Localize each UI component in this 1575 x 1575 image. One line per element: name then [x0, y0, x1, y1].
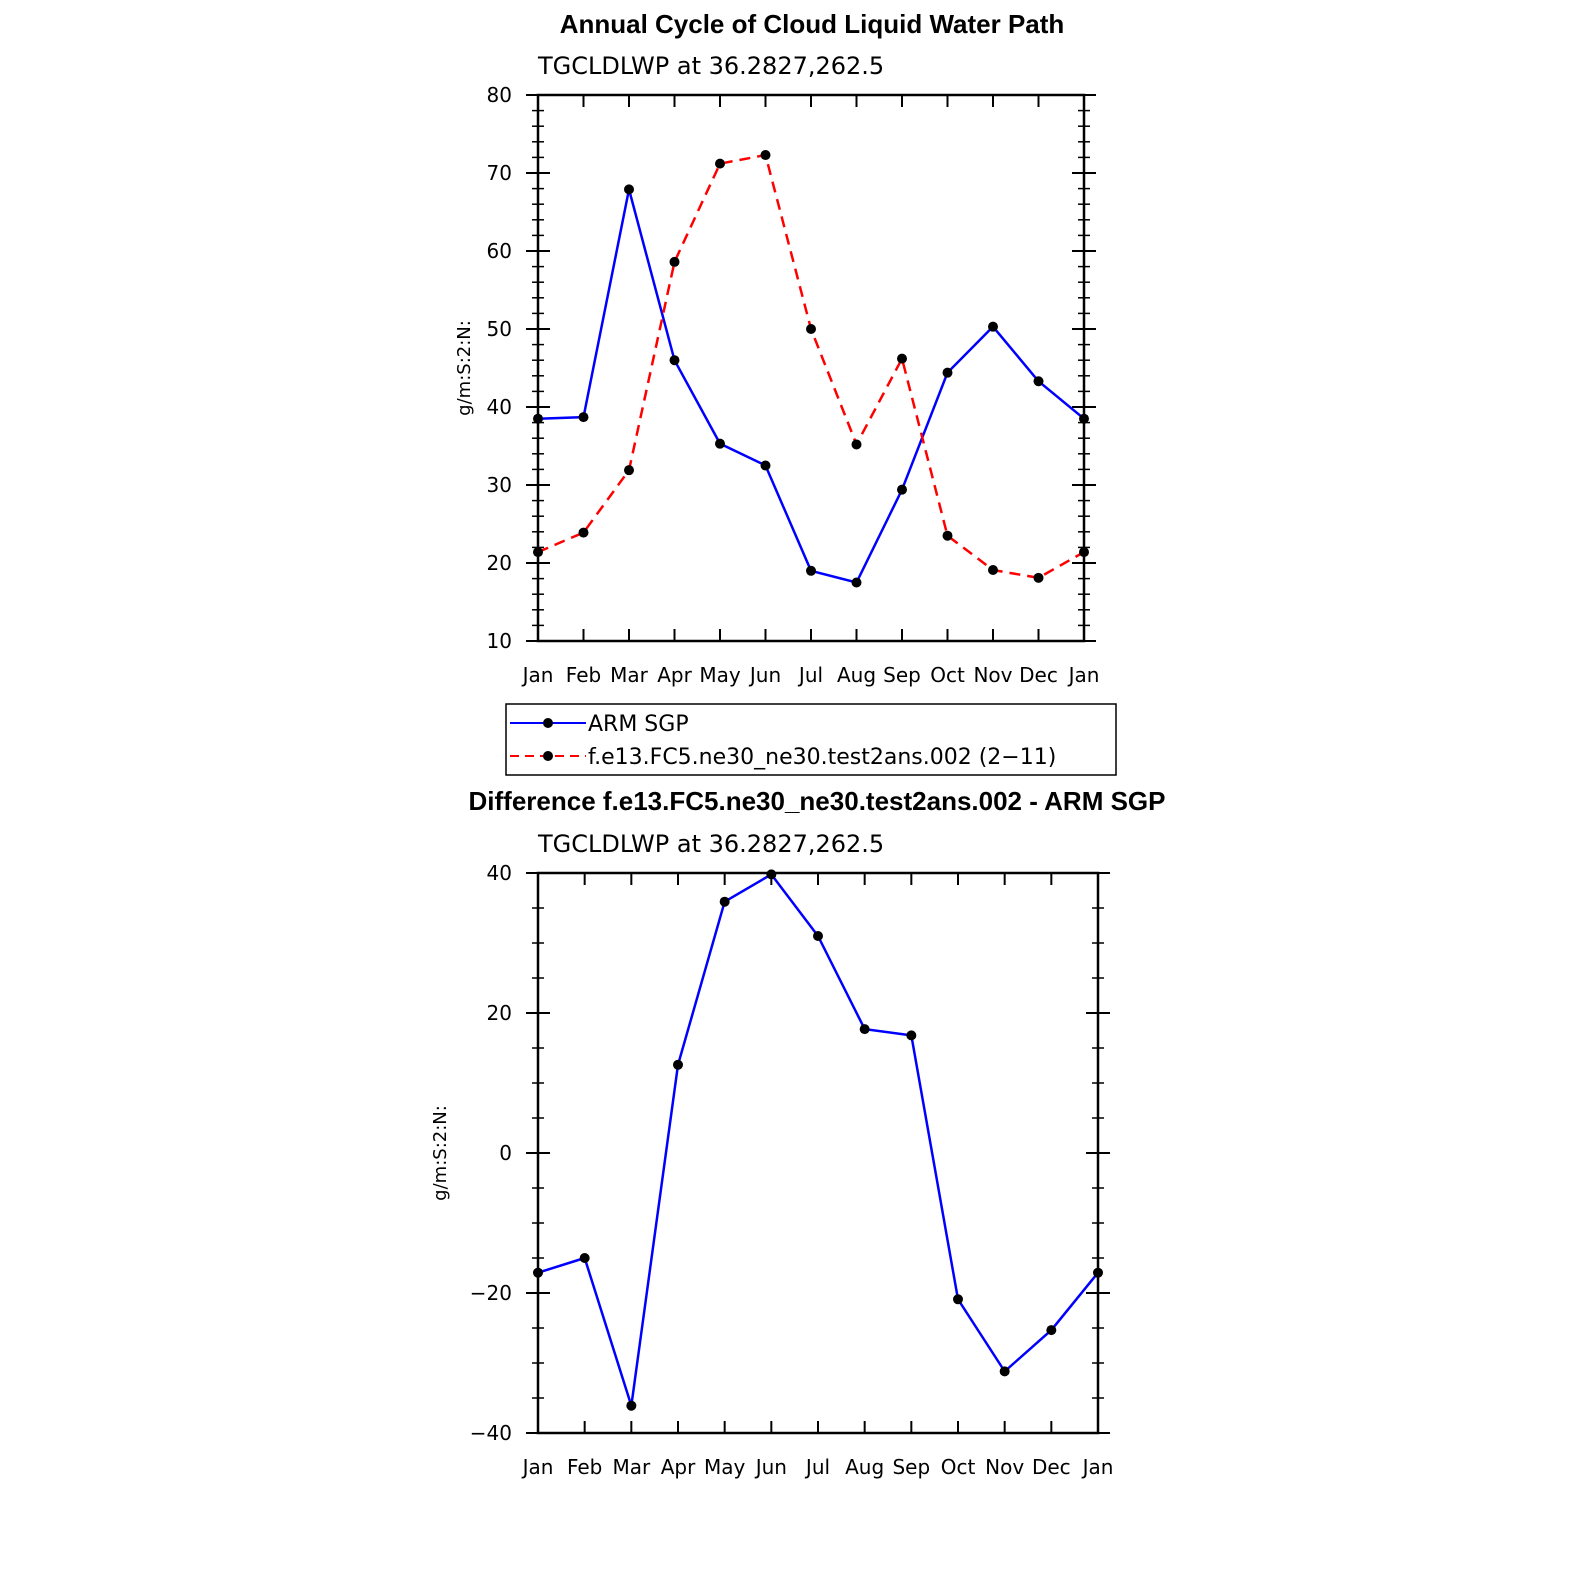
top-series-1-point [897, 353, 907, 364]
bottom-series-0-point [1046, 1325, 1057, 1336]
top-series-0-point [1079, 413, 1089, 424]
top-y-tick-label: 60 [487, 239, 512, 263]
legend: ARM SGP f.e13.FC5.ne30_ne30.test2ans.002… [505, 703, 1117, 776]
bottom-plot-area: Jan Feb Mar Apr May Jun Jul Aug Sep Oct Nov Dec Jan−… [470, 861, 1114, 1479]
top-plot-area: Jan Feb Mar Apr May Jun Jul Aug Sep Oct Nov Dec Jan 1… [487, 83, 1100, 687]
bottom-y-tick-label: −40 [470, 1421, 512, 1445]
legend-marker-arm-sgp [543, 718, 553, 728]
top-series-1-point [851, 439, 862, 450]
top-series-1-point [578, 527, 589, 538]
bottom-x-tick-label: Mar [612, 1455, 651, 1479]
top-series-0-point [533, 413, 543, 424]
bottom-x-tick-label: Sep [892, 1455, 930, 1479]
top-y-tick-label: 20 [487, 551, 512, 575]
bottom-series-line-0 [537, 872, 1099, 1407]
bottom-y-tick-label: 40 [487, 861, 512, 885]
top-x-tick-label: Apr [657, 663, 692, 687]
top-series-1-point [624, 465, 634, 476]
legend-label-arm-sgp: ARM SGP [588, 712, 689, 737]
bottom-series-0-point [579, 1253, 590, 1263]
top-series-1-point [533, 547, 543, 558]
bottom-x-tick-label: Jul [804, 1455, 830, 1479]
top-series-1-point [1079, 547, 1089, 558]
bottom-chart-subtitle: TGCLDLWP at 36.2827,262.5 [537, 830, 884, 858]
top-y-tick-label: 50 [487, 317, 512, 341]
top-x-tick-label: Sep [883, 663, 921, 687]
legend-box [505, 703, 1117, 776]
top-x-tick-label: Dec [1019, 663, 1058, 687]
bottom-x-tick-label: Jun [754, 1455, 787, 1479]
top-x-tick-label: Jan [521, 663, 554, 687]
top-series-1-point [942, 530, 953, 541]
top-chart-subtitle: TGCLDLWP at 36.2827,262.5 [537, 52, 884, 80]
top-series-0-point [806, 565, 816, 576]
top-x-tick-label: Nov [973, 663, 1012, 687]
bottom-y-axis-label: g/m:S:2:N: [430, 1105, 451, 1201]
top-y-tick-label: 30 [487, 473, 512, 497]
bottom-y-tick-label: 20 [487, 1001, 512, 1025]
bottom-x-tick-label: Apr [661, 1455, 696, 1479]
bottom-x-tick-label: Nov [985, 1455, 1024, 1479]
bottom-y-tick-label: −20 [470, 1281, 512, 1305]
top-plot-frame [536, 93, 1086, 643]
top-y-tick-label: 10 [487, 629, 512, 653]
top-series-0-point [669, 355, 680, 366]
top-series-line-0 [537, 189, 1085, 584]
top-series-1-point [988, 565, 998, 576]
top-x-tick-label: Jul [797, 663, 823, 687]
bottom-x-tick-label: Jan [1081, 1455, 1114, 1479]
top-y-axis-label: g/m:S:2:N: [454, 320, 475, 416]
top-series-0-point [851, 577, 862, 588]
top-series-0-point [624, 184, 634, 195]
top-x-tick-label: Oct [930, 663, 965, 687]
top-series-1-point [760, 150, 771, 161]
top-x-tick-label: Jun [748, 663, 781, 687]
top-chart-title: Annual Cycle of Cloud Liquid Water Path [560, 9, 1065, 39]
top-series-1-point [806, 324, 816, 334]
top-y-tick-label: 40 [487, 395, 512, 419]
top-series-1-point [1033, 572, 1044, 583]
legend-label-model: f.e13.FC5.ne30_ne30.test2ans.002 (2−11) [588, 745, 1056, 770]
top-series-0-point [715, 438, 725, 449]
bottom-series-0-point [999, 1366, 1010, 1377]
top-series-1-point [715, 158, 725, 169]
top-x-tick-label: Jan [1067, 663, 1100, 687]
top-series-0-point [1033, 376, 1044, 387]
bottom-plot-frame [536, 871, 1100, 1435]
bottom-series-0-point [813, 931, 823, 941]
top-y-tick-label: 70 [487, 161, 512, 185]
top-series-1-point [669, 256, 680, 267]
top-series-0-point [897, 484, 907, 495]
top-x-tick-label: Feb [566, 663, 601, 687]
top-x-tick-label: May [699, 663, 741, 687]
legend-marker-model [543, 751, 553, 761]
bottom-series-0-point [673, 1059, 683, 1070]
bottom-y-tick-label: 0 [499, 1141, 512, 1165]
bottom-chart-title: Difference f.e13.FC5.ne30_ne30.test2ans.… [469, 786, 1166, 816]
top-x-tick-label: Mar [610, 663, 649, 687]
bottom-x-tick-label: Feb [567, 1455, 602, 1479]
top-series-line-1 [537, 153, 1085, 580]
bottom-series-0-point [533, 1267, 543, 1278]
bottom-series-0-point [766, 869, 777, 880]
bottom-series-0-point [1093, 1267, 1103, 1278]
bottom-x-tick-label: Aug [845, 1455, 884, 1479]
bottom-series-0-point [859, 1024, 870, 1035]
top-series-0-point [578, 412, 589, 423]
bottom-series-0-point [906, 1030, 917, 1041]
bottom-x-tick-label: Jan [521, 1455, 554, 1479]
bottom-x-tick-label: Oct [941, 1455, 976, 1479]
bottom-series-0-point [626, 1400, 637, 1411]
top-series-0-point [942, 367, 953, 378]
top-y-tick-label: 80 [487, 83, 512, 107]
bottom-series-0-point [953, 1294, 963, 1305]
top-series-0-point [760, 460, 771, 471]
bottom-series-0-point [719, 896, 730, 907]
bottom-x-tick-label: Dec [1032, 1455, 1071, 1479]
top-series-0-point [988, 321, 998, 332]
top-x-tick-label: Aug [837, 663, 876, 687]
bottom-x-tick-label: May [704, 1455, 746, 1479]
